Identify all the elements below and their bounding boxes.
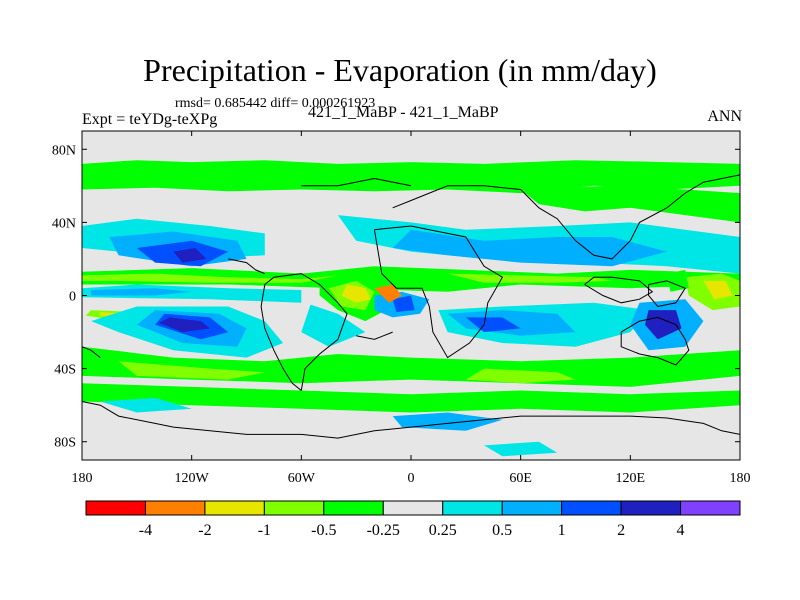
contour-region xyxy=(82,346,740,387)
colorbar-label: 1 xyxy=(558,522,566,539)
y-tick-label: 80N xyxy=(52,143,76,158)
colorbar-swatch xyxy=(501,500,563,516)
colorbar-swatch xyxy=(323,500,384,516)
x-tick-label: 60W xyxy=(288,471,316,486)
y-tick-label: 80S xyxy=(54,436,76,451)
land-outline xyxy=(82,401,740,439)
contour-region xyxy=(703,280,733,300)
land-outline xyxy=(356,331,393,340)
contour-region xyxy=(465,368,576,384)
colorbar-label: 2 xyxy=(617,522,625,539)
contour-region xyxy=(484,441,558,457)
colorbar-label: -0.5 xyxy=(311,522,336,539)
y-tick-label: 40N xyxy=(52,216,76,231)
contour-region xyxy=(82,273,338,283)
land-outline xyxy=(82,346,101,358)
contour-region xyxy=(82,191,302,223)
stats-label: rmsd= 0.685442 diff= 0.000261923 xyxy=(175,96,376,111)
colorbar-swatch xyxy=(680,500,741,516)
y-tick-label: 0 xyxy=(69,290,76,305)
x-tick-label: 180 xyxy=(72,471,93,486)
colorbar-label: -2 xyxy=(198,522,211,539)
contour-region xyxy=(374,284,402,303)
contour-region xyxy=(666,269,689,292)
land-outline xyxy=(260,273,348,391)
contour-region xyxy=(82,160,740,194)
colorbar-swatch xyxy=(442,500,503,516)
colorbar-label: 0.5 xyxy=(492,522,512,539)
contour-region xyxy=(341,284,371,303)
colorbar-swatch xyxy=(204,500,265,516)
case-label: 421_1_MaBP - 421_1_MaBP xyxy=(308,104,499,121)
experiment-label: Expt = teYDg-teXPg xyxy=(82,111,218,128)
contour-region xyxy=(91,288,192,296)
colorbar-swatch xyxy=(263,500,325,516)
land-outline xyxy=(392,174,740,260)
contour-region xyxy=(465,317,521,333)
contour-region xyxy=(392,295,415,312)
colorbar-label: 0.25 xyxy=(429,522,457,539)
land-outline xyxy=(228,258,265,275)
contour-region xyxy=(645,310,682,340)
contour-region xyxy=(301,304,366,347)
land-outline xyxy=(373,225,504,359)
season-label: ANN xyxy=(707,108,742,125)
contour-region xyxy=(520,185,740,223)
colorbar-label: 4 xyxy=(677,522,685,539)
contour-region xyxy=(118,361,265,380)
contour-region xyxy=(158,317,210,333)
land-outline xyxy=(648,280,686,308)
contour-region xyxy=(82,266,740,292)
page-title: Precipitation - Evaporation (in mm/day) xyxy=(143,52,657,88)
land-outline xyxy=(584,276,654,304)
contour-region xyxy=(173,248,207,263)
colorbar-swatch xyxy=(561,500,622,516)
contour-region xyxy=(100,397,192,413)
land-outline xyxy=(301,177,412,187)
colorbar-swatch xyxy=(382,500,444,516)
x-tick-label: 120W xyxy=(175,471,210,486)
contour-region xyxy=(392,229,667,267)
colorbar-swatch xyxy=(620,500,682,516)
colorbar-label: -1 xyxy=(258,522,271,539)
y-tick-label: 40S xyxy=(54,363,76,378)
contour-region xyxy=(82,383,740,413)
colorbar-label: -0.25 xyxy=(367,522,400,539)
colorbar-label: -4 xyxy=(139,522,152,539)
colorbar-swatch xyxy=(85,500,146,516)
x-tick-label: 60E xyxy=(509,471,532,486)
colorbar-swatch xyxy=(144,500,206,516)
land-outline xyxy=(620,316,690,366)
x-tick-label: 180 xyxy=(730,471,751,486)
x-tick-label: 0 xyxy=(408,471,415,486)
contour-region xyxy=(447,273,613,283)
x-tick-label: 120E xyxy=(616,471,646,486)
